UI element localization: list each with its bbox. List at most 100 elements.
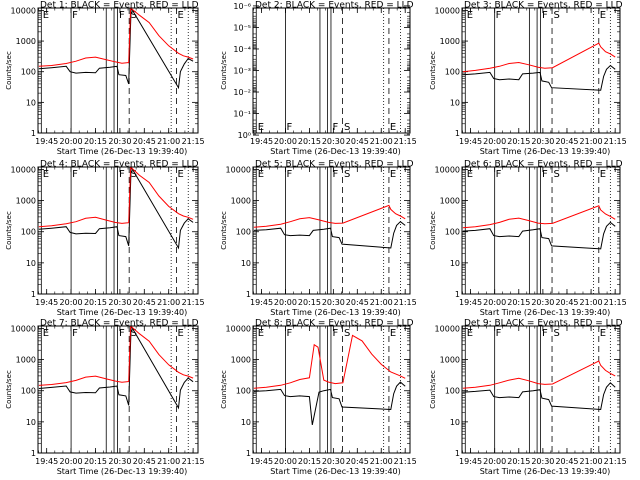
panel-title: Det 5: BLACK = Events, RED = LLD <box>255 160 414 170</box>
x-tick-label: 20:15 <box>84 457 107 466</box>
marker-label-f: F <box>72 328 78 339</box>
x-axis-label: Start Time (26-Dec-13 19:39:40) <box>480 467 611 476</box>
panel-det-5: Det 5: BLACK = Events, RED = LLD Counts/s… <box>220 160 417 318</box>
x-tick-label: 20:45 <box>133 298 156 307</box>
events-series <box>462 382 616 411</box>
events-series <box>462 64 616 91</box>
marker-label-f: F <box>119 328 125 339</box>
marker-label-s: S <box>344 169 350 180</box>
x-axis-label: Start Time (26-Dec-13 19:39:40) <box>480 147 611 156</box>
panel-title: Det 7: BLACK = Events, RED = LLD <box>40 319 199 329</box>
x-tick-label: 20:15 <box>298 457 321 466</box>
events-series <box>253 381 406 426</box>
x-tick-label: 20:15 <box>507 457 530 466</box>
y-tick-label: 10000 <box>435 6 460 15</box>
marker-label-e: E <box>43 10 49 21</box>
y-tick-label: 1 <box>455 129 460 138</box>
x-tick-label: 19:45 <box>35 457 58 466</box>
x-tick-label: 21:00 <box>370 298 393 307</box>
x-tick-label: 20:00 <box>483 457 506 466</box>
panel-det-4: Det 4: BLACK = Events, RED = LLD Counts/s… <box>5 160 205 318</box>
y-axis-label: Counts/sec <box>220 51 228 90</box>
x-tick-label: 21:15 <box>182 137 205 146</box>
y-tick-label: 1000 <box>231 356 251 365</box>
marker-label-f: F <box>496 328 502 339</box>
marker-label-s: S <box>131 328 137 339</box>
x-tick-label: 20:30 <box>531 457 554 466</box>
x-tick-label: 21:15 <box>604 457 627 466</box>
x-tick-label: 20:15 <box>84 137 107 146</box>
y-tick-label: 1000 <box>231 197 251 206</box>
y-tick-label: 1000 <box>440 37 460 46</box>
panel-title: Det 8: BLACK = Events, RED = LLD <box>255 319 414 329</box>
x-tick-label: 21:00 <box>580 298 603 307</box>
events-series <box>38 167 194 250</box>
series-group <box>38 326 194 410</box>
y-tick-label: 10000 <box>226 324 251 333</box>
lld-series <box>462 360 616 389</box>
series-group <box>462 205 616 250</box>
marker-label-e: E <box>600 169 606 180</box>
plot-frame <box>252 7 411 134</box>
y-tick-label: 10000 <box>11 6 36 15</box>
x-tick-label: 21:15 <box>182 457 205 466</box>
panel-det-7: Det 7: BLACK = Events, RED = LLD Counts/s… <box>5 319 205 477</box>
x-tick-label: 21:00 <box>580 137 603 146</box>
marker-label-e: E <box>467 169 473 180</box>
y-tick-label: 10000 <box>435 165 460 174</box>
x-tick-label: 20:45 <box>346 298 369 307</box>
series-group <box>462 360 616 411</box>
y-tick-label: 100 <box>445 228 460 237</box>
marker-label-e: E <box>467 10 473 21</box>
y-tick-label: 10⁻⁴ <box>233 45 251 54</box>
series-group <box>462 42 616 91</box>
x-tick-label: 21:00 <box>157 137 180 146</box>
y-axis-label: Counts/sec <box>5 211 13 250</box>
y-tick-label: 100 <box>21 68 36 77</box>
x-tick-label: 20:45 <box>133 457 156 466</box>
x-axis-label: Start Time (26-Dec-13 19:39:40) <box>270 467 401 476</box>
y-axis-label: Counts/sec <box>429 51 437 90</box>
y-tick-label: 1 <box>31 290 36 299</box>
x-tick-label: 20:30 <box>531 137 554 146</box>
y-tick-label: 1000 <box>440 197 460 206</box>
plot-frame <box>252 325 411 454</box>
marker-label-f: F <box>542 169 548 180</box>
lld-series <box>253 204 406 228</box>
x-tick-label: 20:00 <box>60 298 83 307</box>
x-tick-label: 21:00 <box>370 137 393 146</box>
marker-label-s: S <box>554 328 560 339</box>
marker-label-e: E <box>600 328 606 339</box>
y-tick-label: 100 <box>236 228 251 237</box>
plot-frame <box>461 166 621 295</box>
x-tick-label: 20:45 <box>555 457 578 466</box>
y-tick-label: 10000 <box>226 165 251 174</box>
x-tick-label: 21:15 <box>182 298 205 307</box>
y-tick-label: 1 <box>246 449 251 458</box>
x-tick-label: 21:00 <box>157 457 180 466</box>
marker-label-e: E <box>178 10 184 21</box>
x-tick-label: 20:00 <box>274 137 297 146</box>
y-axis-label: Counts/sec <box>429 370 437 409</box>
events-series <box>38 326 194 410</box>
x-tick-label: 19:45 <box>250 457 273 466</box>
x-tick-label: 21:15 <box>394 137 417 146</box>
marker-label-e: E <box>258 122 264 133</box>
x-tick-label: 19:45 <box>459 137 482 146</box>
x-tick-label: 21:00 <box>580 457 603 466</box>
y-tick-label: 10 <box>450 418 460 427</box>
marker-label-f: F <box>332 122 338 133</box>
y-tick-label: 1 <box>31 449 36 458</box>
y-tick-label: 10⁻⁶ <box>233 2 251 11</box>
panel-title: Det 3: BLACK = Events, RED = LLD <box>464 1 623 11</box>
plot-frame <box>37 166 199 295</box>
y-tick-label: 10000 <box>11 324 36 333</box>
panel-det-3: Det 3: BLACK = Events, RED = LLD Counts/s… <box>429 1 627 157</box>
events-series <box>253 221 406 249</box>
x-tick-label: 20:30 <box>322 137 345 146</box>
plot-frame <box>252 166 411 295</box>
marker-label-f: F <box>286 328 292 339</box>
x-tick-label: 19:45 <box>250 298 273 307</box>
y-tick-label: 1 <box>455 449 460 458</box>
marker-label-f: F <box>542 328 548 339</box>
